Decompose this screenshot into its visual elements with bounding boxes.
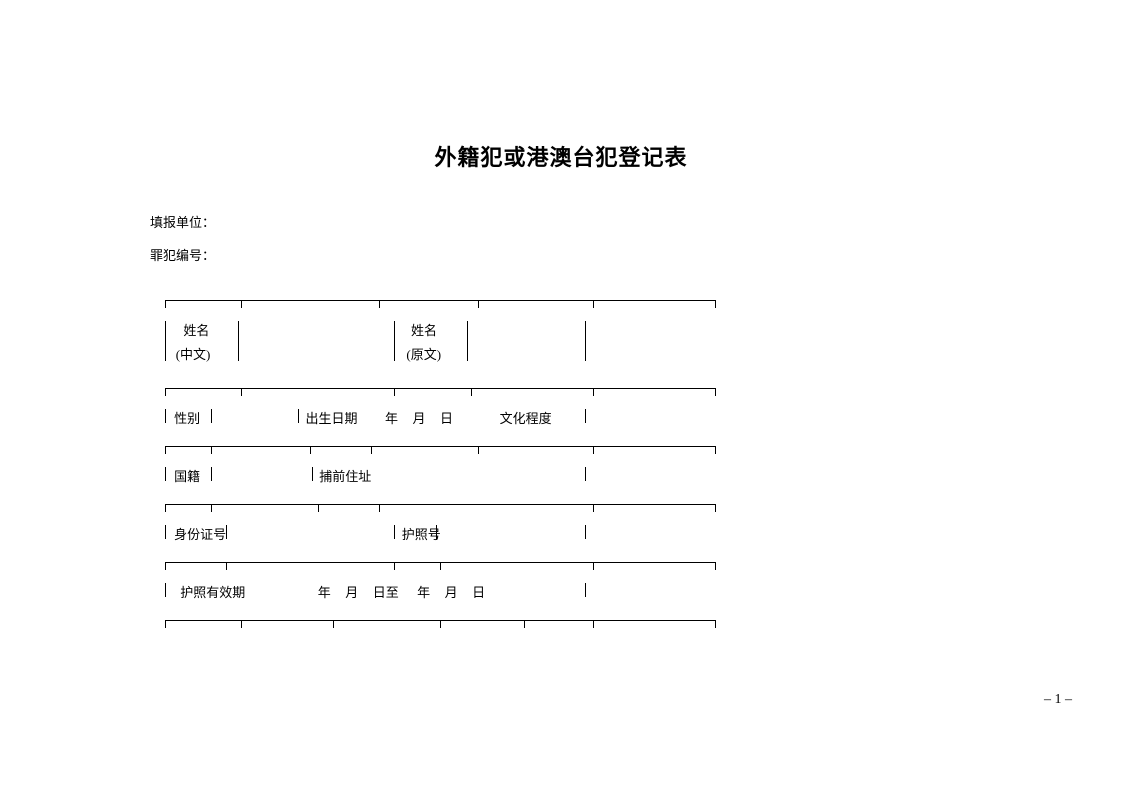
field-label: 日 [472,582,485,601]
gender-row: 性别 出生日期 年月日 文化程度 [165,406,715,446]
field-label: 身份证号 [174,524,226,543]
field-label: 月 [445,582,458,601]
nationality-row: 国籍 捕前住址 [165,464,715,504]
field-label: 性别 [174,408,200,427]
field-label: 月 [413,408,426,427]
field-label: 月 [345,582,358,601]
field-label: 姓名 [183,320,209,339]
unit-label: 填报单位： [150,212,1122,231]
field-label: 文化程度 [500,408,552,427]
field-label: 护照有效期 [180,582,245,601]
field-label: 年 [385,408,398,427]
page-title: 外籍犯或港澳台犯登记表 [0,0,1122,172]
field-label: 国籍 [174,466,200,485]
field-label: 年 [318,582,331,601]
page-number: – 1 – [1044,692,1072,708]
field-label: 姓名 [411,320,437,339]
passport-row: 护照有效期年月日至年月日 [165,580,715,620]
field-label: 出生日期 [306,408,358,427]
name-row: 姓名 (中文) 姓名 (原文) [165,318,715,388]
id-row: 身份证号 护照号 [165,522,715,562]
form-container: 姓名(中文)姓名(原文) 性别出生日期年月日文化程度 国籍捕前住址 身份证号护照… [165,300,715,620]
field-label: 护照号 [402,524,441,543]
field-label: 日 [440,408,453,427]
field-label: 日至 [373,582,399,601]
field-sublabel: (中文) [176,344,211,363]
header-fields: 填报单位： 罪犯编号： [150,212,1122,264]
field-label: 捕前住址 [319,466,371,485]
prisoner-id-label: 罪犯编号： [150,245,1122,264]
field-sublabel: (原文) [406,344,441,363]
field-label: 年 [417,582,430,601]
